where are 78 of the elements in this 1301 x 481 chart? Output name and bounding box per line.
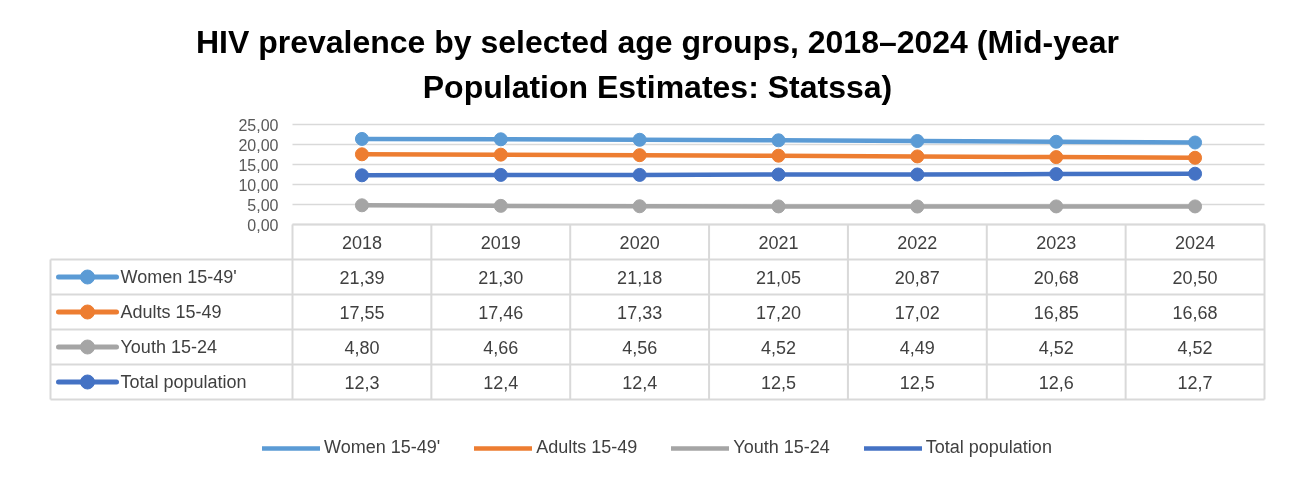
data-label: 17,55 [339,302,385,323]
point [771,148,786,163]
data-label: 21,05 [755,267,802,288]
y-tick-label: 25,00 [238,116,279,134]
point [1188,166,1203,181]
data-label: 12,6 [1038,372,1074,393]
y-tick-label: 15,00 [238,156,279,174]
data-label: 4,49 [899,337,935,358]
point [354,198,369,213]
data-label: 4,52 [1177,337,1213,358]
x-tick-label: 2024 [1175,232,1216,253]
data-label: 20,87 [894,267,940,288]
text: Women 15-49' [324,437,441,457]
point [632,132,647,147]
point [910,199,925,214]
chart-title: HIV prevalence by selected age groups, 2018–2024 (Mid-year Population Estimates: Statssa) [195,23,1120,105]
y-tick-label: 10,00 [238,176,279,194]
point [910,134,925,149]
data-label: 20,68 [1033,267,1079,288]
point [1049,167,1064,182]
data-label: 12,4 [483,372,519,393]
point [493,147,508,162]
data-label: 4,52 [1038,337,1074,358]
data-label: 17,46 [478,302,524,323]
data-label: 4,66 [483,337,519,358]
data-label: 17,33 [617,302,663,323]
point [354,131,369,146]
data-label: 21,18 [617,267,663,288]
point [354,147,369,162]
point [910,149,925,164]
point [910,167,925,182]
x-tick-label: 2018 [341,232,382,253]
data-label: 17,20 [755,302,802,323]
data-label: 21,30 [478,267,524,288]
point [493,167,508,182]
x-tick-label: 2022 [897,232,938,253]
point [1049,134,1064,149]
legend-label: Adults 15-49 [120,302,222,322]
legend-label: Total population [120,372,247,392]
data-label: 12,5 [899,372,935,393]
legend-label: Youth 15-24 [120,337,217,357]
data-label: 21,39 [339,267,385,288]
point [1049,199,1064,214]
data-label: 12,5 [760,372,797,393]
text: Total population [925,437,1052,457]
point [493,132,508,147]
point [1188,199,1203,214]
data-label: 17,02 [894,302,940,323]
point [771,199,786,214]
data-label: 4,80 [344,337,380,358]
data-label: 20,50 [1172,267,1218,288]
point [1049,150,1064,165]
x-tick-label: 2023 [1036,232,1077,253]
y-tick-label: 20,00 [238,136,279,154]
data-label: 16,68 [1172,302,1218,323]
point [632,148,647,163]
point [493,198,508,213]
point [354,168,369,183]
point [632,199,647,214]
data-label: 16,85 [1033,302,1079,323]
x-tick-label: 2019 [480,232,521,253]
text: Youth 15-24 [733,437,830,457]
text: Adults 15-49 [536,437,638,457]
data-label: 12,7 [1177,372,1213,393]
data-label: 12,4 [622,372,658,393]
y-tick-label: 0,00 [247,216,279,234]
point [1188,135,1203,150]
point [632,167,647,182]
data-label: 12,3 [344,372,380,393]
legend-label: Women 15-49' [120,267,237,287]
x-tick-label: 2021 [758,232,799,253]
y-tick-label: 5,00 [247,196,279,214]
point [771,133,786,148]
data-label: 4,52 [760,337,797,358]
point [1188,150,1203,165]
x-tick-label: 2020 [619,232,660,253]
point [771,167,786,182]
data-label: 4,56 [622,337,658,358]
